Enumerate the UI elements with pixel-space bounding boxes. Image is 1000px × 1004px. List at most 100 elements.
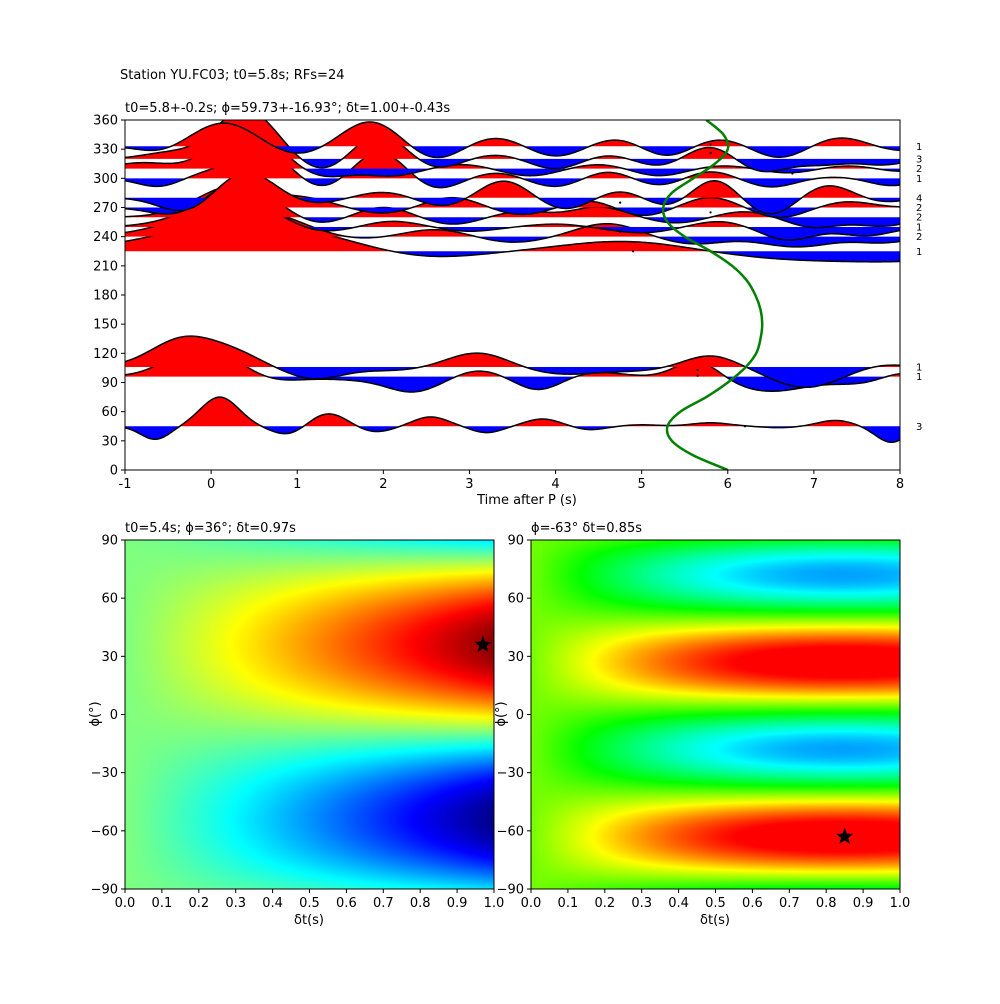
grid-right-xtick-label: 0.7 [779, 896, 800, 911]
grid-left-xlabel: δt(s) [294, 913, 324, 928]
rf-xtick-label: 2 [379, 477, 387, 492]
rf-trace-count-label: 2 [916, 164, 922, 175]
grid-right-xtick-label: 1.0 [890, 896, 911, 911]
rf-ytick-label: 360 [93, 114, 118, 129]
rf-trace-count-label: 2 [916, 232, 922, 243]
grid-left-ytick-label: −30 [91, 766, 118, 781]
grid-right-xtick-label: 0.8 [816, 896, 837, 911]
grid-left-xtick-label: 0.5 [299, 896, 320, 911]
rf-trace-negative-fill [125, 178, 900, 188]
grid-left-best-star [474, 635, 492, 652]
rf-trace-line [125, 335, 900, 389]
rf-ytick-label: 180 [93, 289, 118, 304]
grid-right-title: ϕ=-63° δt=0.85s [531, 521, 642, 536]
rf-trace-positive-fill [125, 120, 900, 159]
rf-pick-dot [619, 201, 622, 204]
rf-trace-negative-fill [125, 207, 900, 218]
rf-panel: t0=5.8+-0.2s; ϕ=59.73+-16.93°; δt=1.00+-… [93, 101, 922, 508]
rf-trace-count-label: 1 [916, 247, 922, 258]
rf-trace-line [125, 120, 900, 173]
rf-trace-negative-fill [125, 158, 900, 172]
rf-trace-line [125, 121, 900, 159]
rf-trace-positive-fill [125, 185, 900, 218]
rf-trace [125, 335, 900, 389]
rf-trace-negative-fill [125, 217, 900, 228]
grid-left-ytick-label: −90 [91, 883, 118, 898]
grid-right-xtick-label: 0.4 [668, 896, 689, 911]
rf-pick-dot [709, 143, 712, 146]
rf-ytick-label: 30 [101, 434, 118, 449]
rf-trace-positive-fill [125, 123, 900, 169]
rf-trace-negative-fill [125, 366, 900, 388]
rf-trace-line [125, 396, 900, 444]
rf-trace-positive-fill [125, 222, 900, 252]
rf-ytick-label: 150 [93, 318, 118, 333]
grid-left-xtick-label: 0.3 [225, 896, 246, 911]
rf-trace-negative-fill [125, 226, 900, 241]
rf-pick-dot [709, 151, 712, 155]
rf-trace-count-label: 1 [916, 222, 922, 233]
grid-left-ytick-label: 60 [101, 592, 118, 607]
rf-trace-count-label: 1 [916, 372, 922, 383]
rf-xtick-label: 8 [896, 477, 904, 492]
grid-left-xtick-label: 0.7 [373, 896, 394, 911]
rf-pick-dot [631, 250, 635, 253]
rf-xtick-label: 6 [724, 477, 732, 492]
rf-trace-count-label: 3 [916, 422, 922, 433]
grid-right-xtick-label: 0.1 [558, 896, 579, 911]
rf-trace-count-label: 2 [916, 213, 922, 224]
grid-left-ylabel: ϕ(°) [88, 701, 103, 726]
grid-right-ytick-label: −60 [497, 824, 524, 839]
grid-left-ytick-label: 30 [101, 650, 118, 665]
grid-right-best-star [836, 827, 854, 844]
rf-ytick-label: 210 [93, 259, 118, 274]
rf-trace-positive-fill [125, 336, 900, 367]
suptitle: Station YU.FC03; t0=5.8s; RFs=24 [120, 68, 345, 83]
rf-trace-count-label: 1 [916, 362, 922, 373]
rf-ytick-label: 0 [110, 464, 118, 479]
rf-pick-dot [619, 230, 622, 233]
grid-right-ytick-label: −90 [497, 883, 524, 898]
grid-left-ytick-label: 0 [110, 708, 118, 723]
rf-trace-positive-fill [125, 121, 900, 147]
rf-panel-title: t0=5.8+-0.2s; ϕ=59.73+-16.93°; δt=1.00+-… [125, 101, 450, 116]
grid-right-heatmap [531, 540, 900, 889]
rf-pick-dot [743, 425, 747, 428]
grid-right-ytick-label: 0 [516, 708, 524, 723]
grid-right-panel: ϕ=-63° δt=0.85s 0.0 0.1 0.2 0.3 0.4 0.5 0.6 0.7… [494, 521, 910, 928]
grid-left-xtick-label: 0.4 [262, 896, 283, 911]
grid-right-ytick-label: 30 [507, 650, 524, 665]
grid-right-xtick-label: 0.2 [594, 896, 615, 911]
rf-ytick-label: 240 [93, 230, 118, 245]
grid-left-title: t0=5.4s; ϕ=36°; δt=0.97s [125, 521, 296, 536]
grid-right-xtick-label: 0.6 [742, 896, 763, 911]
grid-left-xtick-label: 0.2 [188, 896, 209, 911]
grid-left-xtick-label: 0.6 [336, 896, 357, 911]
grid-right-ylabel: ϕ(°) [494, 701, 509, 726]
rf-xtick-label: 7 [810, 477, 818, 492]
rf-ytick-label: 330 [93, 143, 118, 158]
rf-trace [125, 121, 900, 159]
grid-right-ytick-label: 90 [507, 534, 524, 549]
predicted-t0-curve [661, 120, 764, 470]
grid-left-panel: t0=5.4s; ϕ=36°; δt=0.97s 0.0 0.1 0.2 0.3 0.4… [88, 521, 504, 928]
rf-ytick-label: 120 [93, 347, 118, 362]
rf-pick-dot [709, 211, 712, 214]
rf-xtick-label: 1 [293, 477, 301, 492]
grid-left-xtick-label: 0.9 [447, 896, 468, 911]
grid-left-heatmap [125, 540, 494, 889]
grid-left-ytick-label: −60 [91, 824, 118, 839]
grid-right-xtick-label: 0.5 [705, 896, 726, 911]
grid-left-xtick-label: 0.0 [115, 896, 136, 911]
rf-trace-line [125, 345, 900, 393]
rf-trace-positive-fill [125, 197, 900, 227]
grid-left-ytick-label: 90 [101, 534, 118, 549]
grid-right-ytick-label: −30 [497, 766, 524, 781]
rf-trace-count-label: 2 [916, 203, 922, 214]
rf-pick-dot [791, 172, 794, 175]
rf-trace-negative-fill [125, 426, 900, 443]
rf-panel-xlabel: Time after P (s) [476, 493, 577, 508]
rf-trace-positive-fill [125, 172, 900, 198]
grid-left-xtick-label: 1.0 [484, 896, 505, 911]
